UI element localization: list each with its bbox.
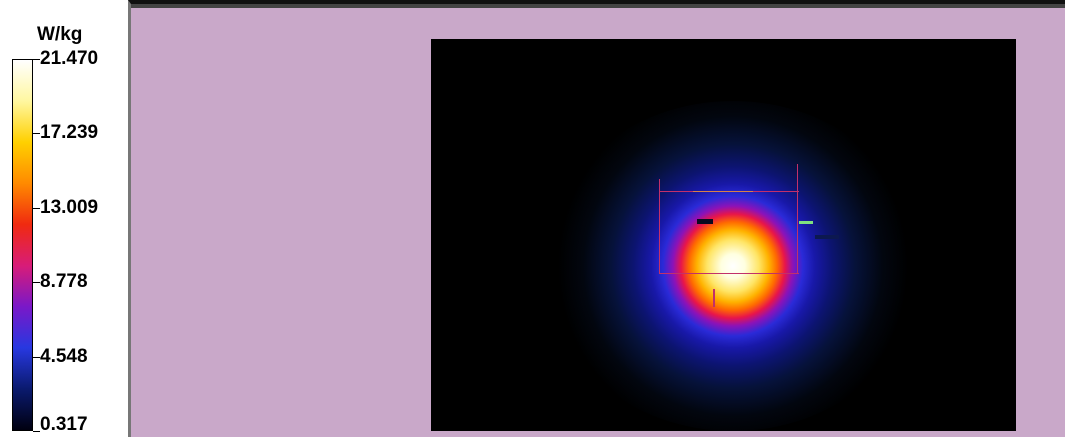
reference-box-bottom — [659, 273, 799, 274]
colorbar-unit-label: W/kg — [37, 24, 83, 45]
view-top-border — [131, 4, 1065, 8]
colorbar-tick — [33, 282, 40, 283]
colorbar-tick — [33, 431, 40, 432]
sar-hotspot — [543, 101, 923, 431]
colorbar-tick — [33, 133, 40, 134]
colorbar-tick-label: 21.470 — [40, 48, 99, 69]
colorbar-tick-label: 17.239 — [40, 122, 99, 143]
reference-box-inner-top — [693, 191, 753, 192]
colorbar-tick-label: 4.548 — [40, 346, 88, 367]
feed-line-marker — [815, 235, 839, 239]
reference-tick-bottom — [713, 289, 715, 307]
phantom-area — [431, 39, 1016, 431]
colorbar-legend: W/kg 21.470 17.239 13.009 8.778 4.548 0.317 — [0, 0, 128, 437]
colorbar-tick — [33, 59, 40, 60]
feed-point-marker — [799, 221, 813, 224]
probe-marker — [697, 219, 713, 224]
reference-box-right — [797, 164, 798, 274]
reference-box-left — [659, 179, 660, 274]
colorbar-gradient — [12, 59, 33, 431]
colorbar-tick-label: 13.009 — [40, 197, 99, 218]
colorbar-tick — [33, 357, 40, 358]
colorbar-tick-label: 8.778 — [40, 271, 88, 292]
colorbar-tick-label: 0.317 — [40, 414, 88, 435]
sar-view-frame — [128, 0, 1065, 437]
colorbar-tick — [33, 208, 40, 209]
